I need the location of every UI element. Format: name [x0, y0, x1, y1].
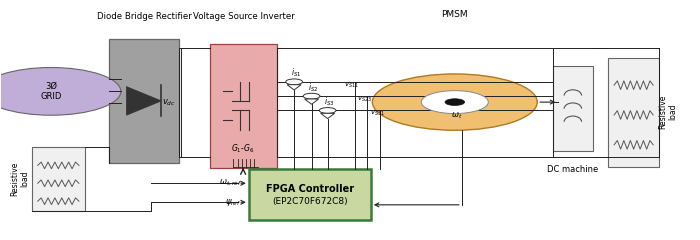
Bar — [552, 66, 593, 151]
Circle shape — [372, 74, 537, 130]
Text: Resistive
load: Resistive load — [658, 95, 678, 129]
Bar — [210, 44, 276, 168]
Text: $v_{S31}$: $v_{S31}$ — [370, 109, 384, 118]
Text: $i_{S3}$: $i_{S3}$ — [324, 96, 335, 108]
Polygon shape — [127, 87, 162, 115]
Text: $v_{S23}$: $v_{S23}$ — [357, 95, 372, 104]
Bar — [32, 147, 85, 211]
Polygon shape — [321, 113, 335, 119]
Polygon shape — [304, 99, 318, 104]
Text: Resistive
load: Resistive load — [10, 162, 29, 196]
Bar — [608, 58, 659, 167]
Text: $v_{dc}$: $v_{dc}$ — [162, 97, 175, 108]
Text: $\psi_{ref}$: $\psi_{ref}$ — [225, 197, 241, 208]
Text: Voltage Source Inverter: Voltage Source Inverter — [193, 12, 294, 21]
Circle shape — [303, 93, 320, 99]
Circle shape — [445, 99, 465, 105]
Text: $i_{S2}$: $i_{S2}$ — [308, 81, 318, 94]
Text: Diode Bridge Rectifier: Diode Bridge Rectifier — [97, 12, 191, 21]
Bar — [109, 39, 178, 163]
Circle shape — [286, 79, 302, 85]
Text: $G_1$-$G_6$: $G_1$-$G_6$ — [232, 142, 255, 155]
Circle shape — [421, 91, 489, 114]
Text: $\omega_t$: $\omega_t$ — [452, 111, 463, 121]
Polygon shape — [287, 85, 301, 90]
Text: (EP2C70F672C8): (EP2C70F672C8) — [272, 197, 348, 206]
Circle shape — [319, 108, 336, 113]
Text: $v_{S11}$: $v_{S11}$ — [344, 81, 359, 90]
Circle shape — [0, 67, 121, 115]
Text: 3Ø
GRID: 3Ø GRID — [41, 82, 62, 101]
Text: $i_{S1}$: $i_{S1}$ — [290, 67, 301, 79]
Text: PMSM: PMSM — [442, 10, 468, 18]
Text: $\omega_{t,ref}$: $\omega_{t,ref}$ — [218, 178, 242, 188]
Text: DC machine: DC machine — [547, 165, 598, 174]
Bar — [248, 169, 371, 220]
Text: FPGA Controller: FPGA Controller — [266, 184, 354, 194]
